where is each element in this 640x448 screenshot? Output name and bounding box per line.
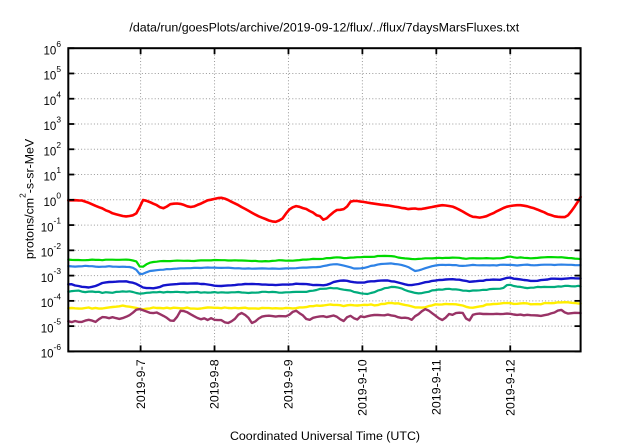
svg-text:/data/run/goesPlots/archive/20: /data/run/goesPlots/archive/2019-09-12/f… [129,20,519,34]
svg-text:2019-9-8: 2019-9-8 [208,359,222,409]
svg-text:protons/cm2-s-sr-MeV: protons/cm2-s-sr-MeV [18,138,37,259]
svg-text:2019-9-11: 2019-9-11 [429,359,443,415]
svg-text:2019-9-7: 2019-9-7 [134,359,148,409]
svg-text:Coordinated Universal Time (UT: Coordinated Universal Time (UTC) [230,429,420,443]
svg-text:2019-9-10: 2019-9-10 [356,359,370,416]
svg-text:2019-9-12: 2019-9-12 [503,359,517,416]
svg-text:2019-9-9: 2019-9-9 [282,359,296,409]
